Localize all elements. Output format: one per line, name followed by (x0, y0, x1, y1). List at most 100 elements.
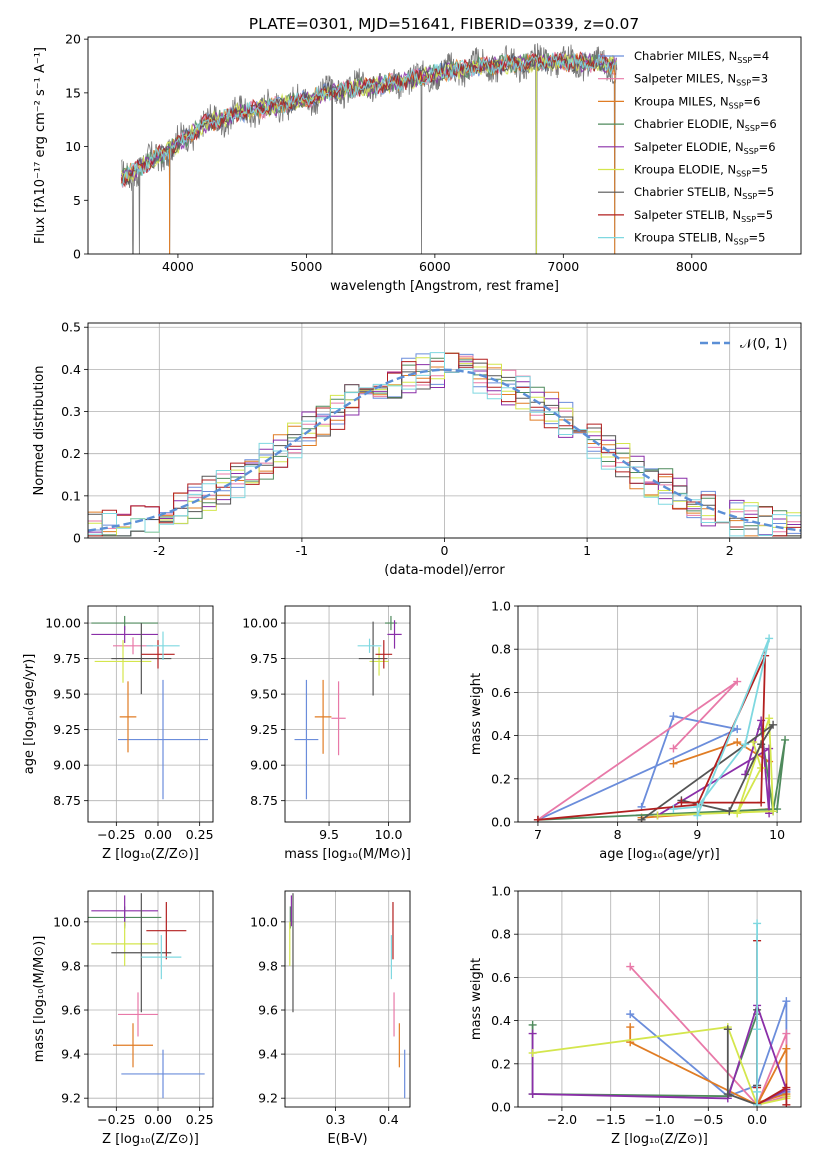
legend-label: Chabrier MILES, NSSP=4 (634, 49, 769, 65)
plot-area (91, 615, 208, 800)
x-tick-label: −0.25 (97, 827, 135, 842)
weight-point (637, 815, 646, 822)
panel-age_vs_Z: −0.25 0.00 0.25 8.75 9.00 9.25 9.50 9.75 10.00 Z … (22, 605, 214, 862)
spectrum-model-kroupa-stelib (120, 52, 617, 188)
y-tick-label: 9.00 (250, 758, 278, 773)
y-tick-label: 0.3 (61, 404, 81, 419)
x-tick-label: 4000 (162, 259, 194, 274)
weight-point (765, 634, 774, 643)
legend-label: Kroupa ELODIE, NSSP=5 (634, 163, 768, 179)
weight-point (733, 738, 742, 747)
x-tick-label: 7000 (547, 259, 579, 274)
weight-point (653, 811, 662, 820)
weight-point (725, 807, 734, 816)
weight-point (757, 798, 766, 807)
x-tick-label: −0.5 (693, 1112, 723, 1127)
weight-point (733, 809, 742, 818)
y-tick-label: 0.4 (61, 362, 81, 377)
y-tick-label: 0.6 (491, 970, 511, 985)
plot-area (120, 43, 618, 254)
x-tick-label: −0.25 (97, 1112, 135, 1127)
weight-point (528, 1020, 537, 1029)
y-tick-label: 0 (73, 531, 81, 546)
weight-point (757, 740, 766, 749)
y-tick-label: 0.8 (491, 642, 511, 657)
x-axis-label: Z [log₁₀(Z/Z⊙)] (611, 1132, 708, 1147)
x-axis-label: (data-model)/error (384, 563, 505, 578)
weight-point (669, 759, 678, 768)
plot-area (528, 919, 791, 1107)
x-tick-label: 0.25 (186, 827, 214, 842)
weight-point (782, 1100, 791, 1107)
plot-area (88, 893, 205, 1099)
y-tick-label: 0.5 (61, 320, 81, 335)
x-tick-label: 0.0 (747, 1112, 767, 1127)
y-tick-label: 9.8 (61, 958, 81, 973)
y-tick-label: 0.0 (491, 1100, 511, 1115)
spectrum-model-chabrier-elodie (120, 52, 617, 178)
weight-point (753, 1087, 762, 1096)
spectrum-model-salpeter-stelib (120, 51, 617, 188)
y-tick-label: 0.0 (491, 815, 511, 830)
axes-frame (87, 605, 214, 823)
legend-label: Salpeter STELIB, NSSP=5 (634, 208, 773, 224)
y-tick-label: 10 (65, 139, 81, 154)
x-tick-label: −1.5 (596, 1112, 626, 1127)
y-tick-label: 9.2 (61, 1091, 81, 1106)
axes-frame (284, 605, 411, 823)
legend-label: Kroupa MILES, NSSP=6 (634, 94, 760, 110)
y-tick-label: 9.2 (258, 1091, 278, 1106)
y-tick-label: 0.2 (61, 446, 81, 461)
x-axis-label: Z [log₁₀(Z/Z⊙)] (102, 1132, 199, 1147)
panel-mass_vs_EBV: 0.3 0.4 9.2 9.4 9.6 9.8 10.0 E(B-V) (250, 890, 411, 1147)
x-tick-label: 0.00 (144, 827, 172, 842)
weight-point (669, 805, 678, 814)
x-axis-label: age [log₁₀(age/yr)] (599, 847, 720, 862)
weight-point (528, 1090, 537, 1099)
spectrum-model-chabrier-stelib (121, 51, 617, 185)
x-tick-label: 0.3 (326, 1112, 346, 1127)
weight-point (741, 740, 750, 749)
panel-age_vs_mass: 9.5 10.0 8.75 9.00 9.25 9.50 9.75 10.00 mass [lo… (242, 605, 411, 862)
histogram-salpeter-elodie (88, 361, 801, 537)
x-tick-label: 0.4 (379, 1112, 399, 1127)
weight-point (723, 1090, 732, 1099)
legend-label: Chabrier ELODIE, NSSP=6 (634, 117, 777, 133)
y-tick-label: 0.4 (491, 1013, 511, 1028)
weight-series-line (537, 680, 738, 821)
y-tick-label: 8.75 (53, 793, 81, 808)
weight-point (528, 1029, 537, 1038)
weight-point (693, 811, 702, 820)
weight-point (782, 1083, 791, 1092)
axes-frame (284, 890, 411, 1108)
y-tick-label: 9.50 (250, 687, 278, 702)
y-tick-label: 9.6 (258, 1003, 278, 1018)
y-tick-label: 9.00 (53, 758, 81, 773)
weight-series-line (756, 940, 788, 1107)
y-tick-label: 20 (65, 32, 81, 47)
axes-frame (87, 36, 802, 255)
y-tick-label: 9.4 (258, 1047, 278, 1062)
y-tick-label: 1.0 (491, 884, 511, 899)
normal-reference-curve (88, 368, 801, 532)
panel-weight_vs_age: 7 8 9 10 0.0 0.2 0.4 0.6 0.8 1.0 age [log₁₀(age/yr… (469, 599, 802, 862)
weight-point (693, 802, 702, 811)
weight-point (782, 1029, 791, 1038)
y-axis-label: Flux [fλ10⁻¹⁷ erg cm⁻² s⁻¹ A⁻¹] (33, 47, 48, 244)
x-tick-label: 8000 (676, 259, 708, 274)
y-tick-label: 10.0 (250, 914, 278, 929)
y-axis-label: Normed distribution (32, 366, 47, 496)
panel-spectrum: 4000 5000 6000 7000 8000 0 5 10 15 20 wavelength [… (33, 32, 802, 294)
reference-legend-label: 𝒩(0, 1) (740, 337, 787, 352)
weight-point (733, 725, 742, 734)
y-tick-label: 9.25 (53, 722, 81, 737)
panel-mass_vs_Z: −0.25 0.00 0.25 9.2 9.4 9.6 9.8 10.0 Z [log₁₀(Z/… (32, 890, 214, 1147)
x-tick-label: 5000 (290, 259, 322, 274)
weight-point (769, 807, 778, 816)
weight-series-line (531, 1002, 788, 1106)
spectrum-legend: Chabrier MILES, NSSP=4 Salpeter MILES, NS… (598, 49, 777, 247)
legend-label: Salpeter ELODIE, NSSP=6 (634, 140, 776, 156)
y-tick-label: 9.75 (53, 651, 81, 666)
weight-series-line (537, 715, 741, 821)
